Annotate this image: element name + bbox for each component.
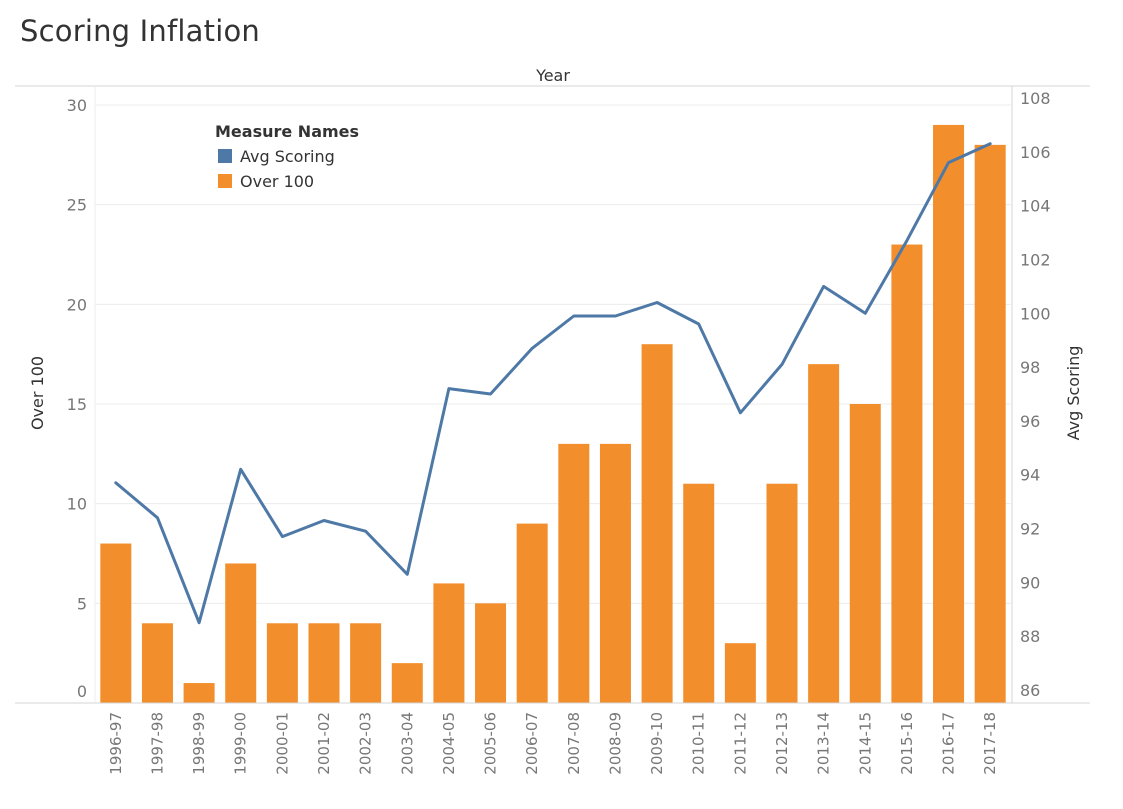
bar [974, 144, 1006, 703]
x-tick-label: 1996-97 [107, 712, 125, 775]
right-tick-label: 98 [1020, 358, 1040, 377]
x-tick-label: 2015-16 [898, 712, 916, 775]
x-tick-label: 1997-98 [148, 712, 166, 775]
bar [891, 244, 923, 704]
legend-label: Over 100 [240, 172, 314, 191]
right-tick-label: 94 [1020, 466, 1040, 485]
legend-label: Avg Scoring [240, 147, 335, 166]
x-tick-label: 2014-15 [856, 712, 874, 775]
x-tick-label: 2005-06 [482, 712, 500, 775]
right-tick-label: 100 [1020, 304, 1051, 323]
bar [766, 483, 798, 703]
bar [433, 583, 465, 703]
right-tick-label: 86 [1020, 681, 1040, 700]
bar [391, 663, 423, 703]
right-tick-label: 88 [1020, 627, 1040, 646]
x-tick-label: 2002-03 [357, 712, 375, 775]
left-axis-title: Over 100 [28, 356, 47, 430]
bars-over-100 [100, 124, 1006, 704]
avg-scoring-line [114, 142, 992, 625]
bar [641, 344, 673, 703]
x-tick-label: 2008-09 [606, 712, 624, 775]
left-tick-label: 10 [67, 495, 87, 514]
legend: Measure Names Avg Scoring Over 100 [215, 122, 359, 191]
x-tick-label: 2011-12 [731, 712, 749, 775]
bar [933, 124, 965, 703]
line-avg-scoring [114, 142, 992, 625]
x-tick-label: 1999-00 [232, 712, 250, 775]
right-axis-title: Avg Scoring [1064, 346, 1083, 441]
right-tick-label: 108 [1020, 89, 1051, 108]
x-tick-label: 2003-04 [398, 712, 416, 775]
bar [808, 364, 840, 703]
bar [350, 623, 382, 703]
x-tick-label: 2017-18 [981, 712, 999, 775]
bar [516, 523, 548, 703]
axes: Year 0 5 10 15 20 25 30 86 88 90 92 94 96 98 100 102 104 1… [15, 66, 1090, 775]
legend-title: Measure Names [215, 122, 359, 141]
left-tick-label: 15 [67, 395, 87, 414]
x-tick-label: 1998-99 [190, 712, 208, 775]
x-tick-label: 2001-02 [315, 712, 333, 775]
left-tick-label: 30 [67, 96, 87, 115]
x-tick-label: 2006-07 [523, 712, 541, 775]
x-tick-label: 2004-05 [440, 712, 458, 775]
right-tick-label: 96 [1020, 412, 1040, 431]
bar [558, 443, 590, 703]
left-tick-label: 25 [67, 196, 87, 215]
right-tick-label: 90 [1020, 573, 1040, 592]
bar [308, 623, 340, 703]
bar [183, 683, 215, 703]
legend-swatch [218, 174, 232, 188]
x-tick-label: 2012-13 [773, 712, 791, 775]
bar [849, 404, 881, 703]
x-tick-label: 2016-17 [940, 712, 958, 775]
bar [724, 643, 756, 703]
left-tick-label: 20 [67, 295, 87, 314]
right-tick-label: 92 [1020, 520, 1040, 539]
right-tick-label: 106 [1020, 143, 1051, 162]
bar [599, 443, 631, 703]
bar [683, 483, 715, 703]
x-tick-label: 2007-08 [565, 712, 583, 775]
legend-swatch [218, 149, 232, 163]
bar [141, 623, 173, 703]
x-tick-label: 2010-11 [690, 712, 708, 775]
left-tick-label: 0 [77, 682, 87, 701]
bar [100, 543, 132, 703]
x-tick-label: 2009-10 [648, 712, 666, 775]
column-header-year: Year [535, 66, 570, 85]
x-tick-label: 2000-01 [273, 712, 291, 775]
x-tick-label: 2013-14 [815, 712, 833, 775]
bar [266, 623, 298, 703]
bar [475, 603, 507, 703]
left-tick-label: 5 [77, 594, 87, 613]
chart-title: Scoring Inflation [20, 14, 261, 48]
right-tick-label: 104 [1020, 197, 1051, 216]
bar [225, 563, 257, 703]
right-tick-label: 102 [1020, 250, 1051, 269]
